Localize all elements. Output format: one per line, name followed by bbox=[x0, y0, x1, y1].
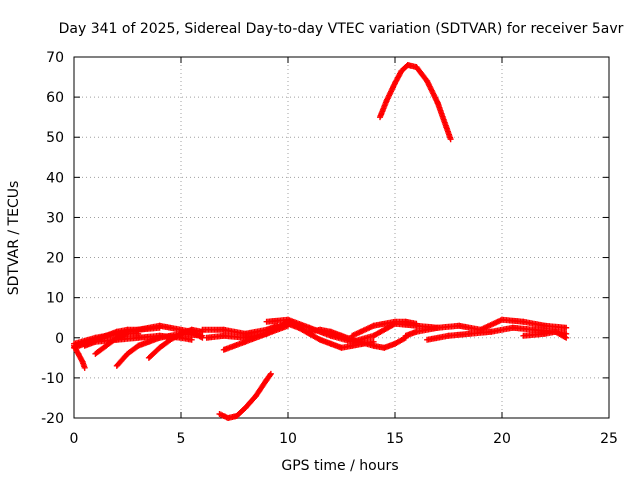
x-tick-label: 20 bbox=[493, 431, 511, 447]
y-tick-label: 0 bbox=[55, 331, 64, 347]
x-tick-label: 5 bbox=[177, 431, 186, 447]
y-tick-label: 50 bbox=[46, 130, 64, 146]
y-tick-label: 10 bbox=[46, 291, 64, 307]
data-point bbox=[267, 370, 274, 377]
y-tick-label: 30 bbox=[46, 210, 64, 226]
series-layer bbox=[71, 62, 570, 421]
data-point bbox=[188, 336, 195, 343]
y-tick-label: -10 bbox=[41, 371, 64, 387]
data-point bbox=[413, 320, 420, 327]
y-tick-label: 20 bbox=[46, 251, 64, 267]
series-arc-17 bbox=[520, 328, 570, 341]
data-point bbox=[156, 324, 163, 331]
series-arc-14 bbox=[349, 318, 420, 339]
x-axis-label: GPS time / hours bbox=[281, 458, 398, 474]
series-arc-19 bbox=[377, 62, 454, 143]
data-point bbox=[81, 364, 88, 371]
y-axis-label: SDTVAR / TECUs bbox=[6, 181, 22, 296]
series-arc-18 bbox=[216, 370, 274, 421]
series-arc-1 bbox=[71, 342, 88, 371]
data-point bbox=[267, 372, 274, 379]
x-tick-label: 15 bbox=[386, 431, 404, 447]
y-tick-label: 70 bbox=[46, 50, 64, 66]
chart-title: Day 341 of 2025, Sidereal Day-to-day VTE… bbox=[59, 21, 624, 37]
y-tick-label: -20 bbox=[41, 411, 64, 427]
series-arc-15 bbox=[402, 316, 570, 339]
y-tick-label: 40 bbox=[46, 170, 64, 186]
series-arc-7 bbox=[145, 326, 206, 361]
grid bbox=[74, 57, 609, 418]
series-arc-5 bbox=[92, 330, 142, 357]
x-tick-label: 10 bbox=[279, 431, 297, 447]
axes: 0 5 10 15 20 25 -20 -10 0 10 20 30 40 50 60 70 bbox=[41, 50, 618, 447]
data-point bbox=[135, 330, 142, 337]
data-point bbox=[563, 334, 570, 341]
x-tick-label: 25 bbox=[600, 431, 618, 447]
data-point bbox=[563, 324, 570, 331]
x-tick-label: 0 bbox=[70, 431, 79, 447]
plot-frame bbox=[73, 56, 610, 419]
series-arc-13 bbox=[306, 326, 409, 351]
y-tick-label: 60 bbox=[46, 90, 64, 106]
data-point bbox=[447, 136, 454, 143]
